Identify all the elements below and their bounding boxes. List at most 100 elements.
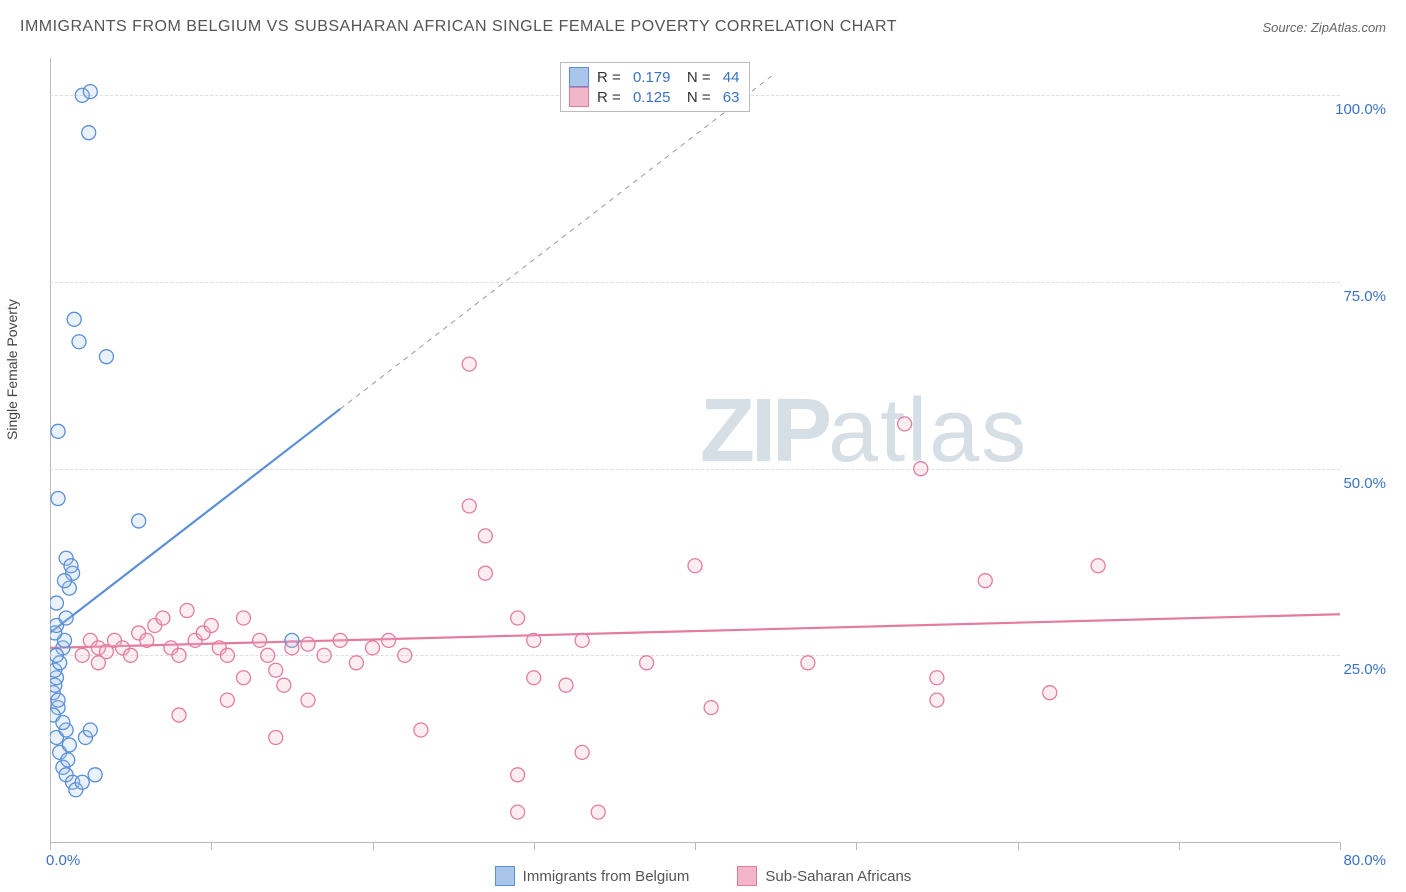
legend-swatch-subsaharan (737, 866, 757, 886)
legend-swatch-subsaharan (569, 87, 589, 107)
legend-n-label: N = (678, 69, 714, 86)
data-point-subsaharan (301, 637, 315, 651)
data-point-belgium (56, 716, 70, 730)
y-tick-label: 100.0% (1335, 101, 1386, 118)
data-point-subsaharan (220, 648, 234, 662)
x-tick (373, 842, 374, 850)
data-point-subsaharan (527, 633, 541, 647)
data-point-subsaharan (124, 648, 138, 662)
trend-line-belgium (50, 409, 340, 633)
x-tick (856, 842, 857, 850)
data-point-subsaharan (1091, 559, 1105, 573)
correlation-legend-row: R = 0.125 N = 63 (569, 87, 739, 107)
data-point-subsaharan (511, 805, 525, 819)
data-point-belgium (82, 126, 96, 140)
data-point-subsaharan (511, 768, 525, 782)
data-point-belgium (75, 775, 89, 789)
y-tick-label: 50.0% (1343, 475, 1386, 492)
y-tick-label: 75.0% (1343, 288, 1386, 305)
data-point-subsaharan (914, 462, 928, 476)
data-point-subsaharan (462, 499, 476, 513)
legend-n-value: 63 (723, 89, 740, 106)
data-point-belgium (58, 574, 72, 588)
data-point-belgium (51, 424, 65, 438)
data-point-subsaharan (398, 648, 412, 662)
data-point-belgium (72, 335, 86, 349)
data-point-subsaharan (237, 611, 251, 625)
trend-dash-belgium (340, 73, 775, 409)
data-point-belgium (50, 648, 63, 662)
correlation-legend: R = 0.179 N = 44 R = 0.125 N = 63 (560, 62, 750, 112)
data-point-subsaharan (591, 805, 605, 819)
series-legend-item: Sub-Saharan Africans (737, 866, 911, 886)
data-point-belgium (83, 85, 97, 99)
correlation-legend-row: R = 0.179 N = 44 (569, 67, 739, 87)
series-legend-item: Immigrants from Belgium (495, 866, 690, 886)
y-tick-label: 25.0% (1343, 661, 1386, 678)
data-point-subsaharan (575, 633, 589, 647)
data-point-belgium (62, 738, 76, 752)
data-point-subsaharan (414, 723, 428, 737)
x-tick (695, 842, 696, 850)
legend-r-label: R = (597, 69, 625, 86)
x-tick (1018, 842, 1019, 850)
x-tick-label: 0.0% (46, 852, 80, 869)
data-point-subsaharan (91, 656, 105, 670)
data-point-subsaharan (640, 656, 654, 670)
data-point-subsaharan (269, 730, 283, 744)
data-point-subsaharan (237, 671, 251, 685)
data-point-subsaharan (559, 678, 573, 692)
data-point-subsaharan (75, 648, 89, 662)
data-point-belgium (64, 559, 78, 573)
data-point-belgium (67, 312, 81, 326)
data-point-subsaharan (172, 708, 186, 722)
data-point-subsaharan (462, 357, 476, 371)
data-point-subsaharan (978, 574, 992, 588)
legend-r-label: R = (597, 89, 625, 106)
series-legend-label: Sub-Saharan Africans (765, 868, 911, 885)
x-tick (534, 842, 535, 850)
data-point-subsaharan (366, 641, 380, 655)
x-tick-label: 80.0% (1343, 852, 1386, 869)
legend-swatch-belgium (569, 67, 589, 87)
source-label: Source: ZipAtlas.com (1262, 20, 1386, 35)
y-axis-label: Single Female Poverty (4, 299, 20, 440)
x-tick (211, 842, 212, 850)
data-point-subsaharan (898, 417, 912, 431)
data-point-subsaharan (220, 693, 234, 707)
data-point-subsaharan (478, 566, 492, 580)
data-point-subsaharan (285, 641, 299, 655)
data-point-subsaharan (511, 611, 525, 625)
legend-r-value: 0.179 (633, 69, 671, 86)
data-point-subsaharan (277, 678, 291, 692)
data-point-subsaharan (930, 671, 944, 685)
data-point-subsaharan (478, 529, 492, 543)
data-point-belgium (88, 768, 102, 782)
data-point-subsaharan (575, 745, 589, 759)
data-point-subsaharan (261, 648, 275, 662)
plot-svg (50, 58, 1340, 842)
data-point-subsaharan (140, 633, 154, 647)
x-tick (50, 842, 51, 850)
data-point-subsaharan (333, 633, 347, 647)
x-tick (1340, 842, 1341, 850)
data-point-subsaharan (317, 648, 331, 662)
data-point-subsaharan (527, 671, 541, 685)
data-point-belgium (99, 350, 113, 364)
series-legend: Immigrants from Belgium Sub-Saharan Afri… (0, 866, 1406, 886)
data-point-belgium (50, 596, 63, 610)
data-point-belgium (61, 753, 75, 767)
data-point-subsaharan (269, 663, 283, 677)
data-point-belgium (132, 514, 146, 528)
data-point-subsaharan (204, 618, 218, 632)
data-point-belgium (51, 492, 65, 506)
legend-swatch-belgium (495, 866, 515, 886)
legend-n-label: N = (678, 89, 714, 106)
data-point-subsaharan (704, 701, 718, 715)
data-point-subsaharan (801, 656, 815, 670)
data-point-subsaharan (1043, 686, 1057, 700)
legend-r-value: 0.125 (633, 89, 671, 106)
x-tick (1179, 842, 1180, 850)
data-point-subsaharan (688, 559, 702, 573)
data-point-subsaharan (349, 656, 363, 670)
